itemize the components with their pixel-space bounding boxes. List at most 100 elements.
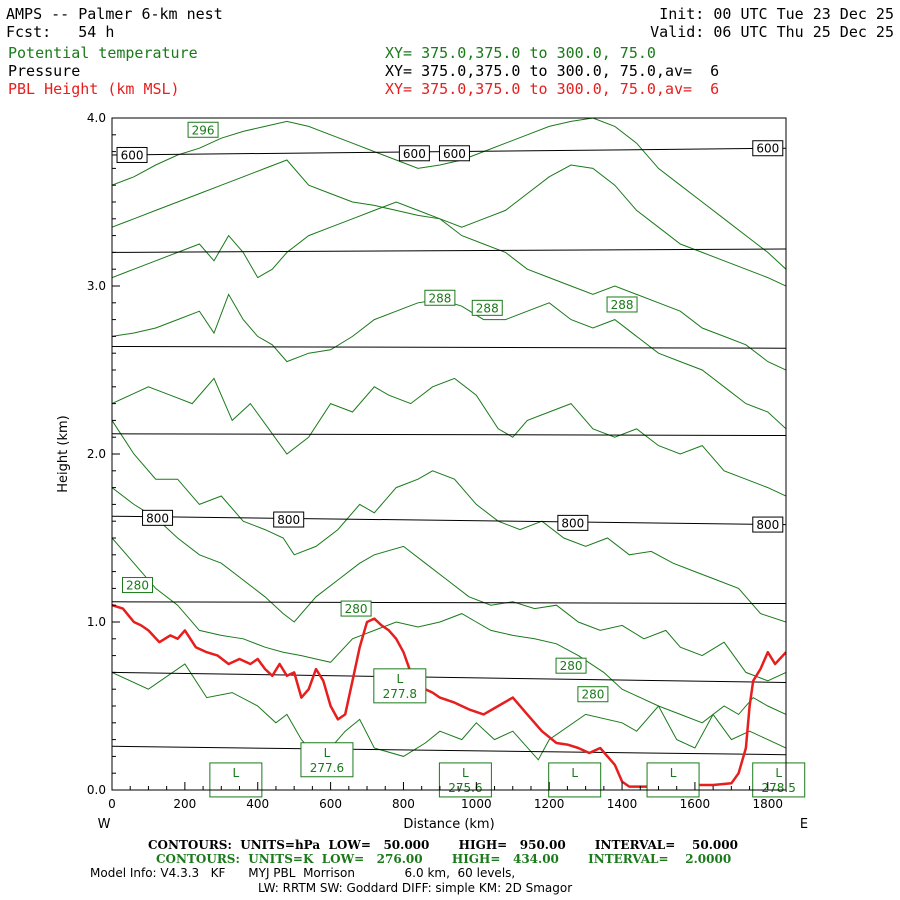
theta-label-4-box — [122, 577, 154, 594]
theta-label-0-box — [187, 121, 219, 138]
pressure-contour-850 — [112, 601, 786, 604]
pressure-label-1: 600 — [403, 147, 426, 161]
theta-label-0: 296 — [192, 123, 215, 137]
legend-pbl-name: PBL Height (km MSL) — [8, 80, 180, 98]
theta-label-3: 288 — [611, 298, 634, 312]
pressure-label-3: 600 — [756, 142, 779, 156]
pressure-label-5: 800 — [277, 513, 300, 527]
pressure-label-7: 800 — [756, 518, 779, 532]
pressure-contour-800 — [112, 515, 786, 526]
theta-label-3-box — [606, 296, 638, 313]
pressure-label-4-box — [142, 509, 174, 526]
y-axis-label: Height (km) — [56, 415, 71, 492]
footer-theta-contours: CONTOURS: UNITS=K LOW= 276.00 HIGH= 434.… — [156, 852, 732, 866]
x-tick-label-1000: 1000 — [461, 797, 492, 811]
theta-label-6: 280 — [560, 659, 583, 673]
pressure-label-0: 600 — [121, 148, 144, 162]
theta-contour-1 — [112, 537, 786, 724]
theta-label-1-box — [424, 289, 456, 306]
x-tick-label-1600: 1600 — [680, 797, 711, 811]
footer-pressure-contours: CONTOURS: UNITS=hPa LOW= 50.000 HIGH= 95… — [148, 838, 738, 852]
legend-theta-name: Potential temperature — [8, 44, 198, 62]
low-marker-value-6: 278.5 — [762, 781, 796, 795]
low-marker-label-0: L — [396, 672, 403, 686]
pressure-contour-650 — [112, 248, 786, 253]
pressure-label-5-box — [273, 511, 305, 528]
pressure-contour-700 — [112, 346, 786, 349]
theta-contour-3 — [112, 420, 786, 623]
low-marker-box-3 — [438, 762, 492, 798]
low-marker-box-4 — [548, 762, 602, 798]
low-marker-label-2: L — [233, 766, 240, 780]
theta-contour-7 — [112, 159, 786, 287]
pressure-label-1-box — [398, 145, 430, 162]
y-tick-label-4.0: 4.0 — [87, 111, 106, 125]
low-marker-label-6: L — [775, 766, 782, 780]
pressure-label-6-box — [557, 514, 589, 531]
model-title: AMPS -- Palmer 6-km nest — [6, 5, 223, 23]
pressure-label-0-box — [116, 146, 148, 163]
theta-label-5: 280 — [345, 602, 368, 616]
theta-label-4: 280 — [126, 579, 149, 593]
y-tick-label-2.0: 2.0 — [87, 447, 106, 461]
low-marker-label-1: L — [324, 746, 331, 760]
y-tick-label-3.0: 3.0 — [87, 279, 106, 293]
theta-contour-2 — [112, 487, 786, 682]
legend-pressure-xy: XY= 375.0,375.0 to 300.0, 75.0,av= 6 — [385, 62, 720, 80]
theta-label-2-box — [471, 299, 503, 316]
low-marker-value-3: 275.6 — [448, 781, 482, 795]
theta-label-1: 288 — [428, 291, 451, 305]
pressure-label-2: 600 — [443, 147, 466, 161]
pressure-label-7-box — [752, 516, 784, 533]
legend-theta-xy: XY= 375.0,375.0 to 300.0, 75.0 — [385, 44, 656, 62]
y-tick-label-0.0: 0.0 — [87, 783, 106, 797]
x-tick-label-1400: 1400 — [607, 797, 638, 811]
y-tick-label-1.0: 1.0 — [87, 615, 106, 629]
pressure-label-6: 800 — [561, 516, 584, 530]
theta-contour-0 — [112, 663, 786, 761]
low-marker-label-5: L — [670, 766, 677, 780]
low-marker-value-0: 277.8 — [383, 687, 417, 701]
west-label: W — [98, 817, 111, 832]
theta-label-7: 280 — [581, 688, 604, 702]
x-tick-label-0: 0 — [108, 797, 116, 811]
low-marker-label-4: L — [571, 766, 578, 780]
x-tick-label-1800: 1800 — [753, 797, 784, 811]
east-label: E — [800, 817, 808, 832]
valid-time: Valid: 06 UTC Thu 25 Dec 25 — [650, 23, 894, 41]
theta-contour-6 — [112, 201, 786, 371]
legend-pbl-xy: XY= 375.0,375.0 to 300.0, 75.0,av= 6 — [385, 80, 720, 98]
theta-label-5-box — [340, 600, 372, 617]
init-time: Init: 00 UTC Tue 23 Dec 25 — [659, 5, 894, 23]
x-tick-label-1200: 1200 — [534, 797, 565, 811]
theta-label-2: 288 — [476, 301, 499, 315]
theta-label-7-box — [577, 686, 609, 703]
theta-label-6-box — [555, 657, 587, 674]
low-marker-box-2 — [209, 762, 263, 798]
low-marker-box-1 — [300, 742, 354, 778]
low-marker-box-6 — [752, 762, 806, 798]
theta-contour-4 — [112, 377, 786, 497]
footer-physics-info: LW: RRTM SW: Goddard DIFF: simple KM: 2D… — [258, 881, 573, 895]
forecast-hour: Fcst: 54 h — [6, 23, 115, 41]
pressure-contour-950 — [112, 745, 786, 756]
x-axis-label: Distance (km) — [403, 817, 494, 832]
legend-pressure-name: Pressure — [8, 62, 81, 80]
pressure-contour-750 — [112, 433, 786, 436]
x-tick-label-600: 600 — [319, 797, 342, 811]
footer-model-info: Model Info: V4.3.3 KF MYJ PBL Morrison 6… — [90, 866, 516, 880]
low-marker-box-5 — [646, 762, 700, 798]
low-marker-value-1: 277.6 — [310, 761, 344, 775]
low-marker-label-3: L — [462, 766, 469, 780]
pressure-label-4: 800 — [146, 511, 169, 525]
low-marker-box-0 — [373, 668, 427, 704]
pressure-contour-900 — [112, 671, 786, 683]
pressure-label-3-box — [752, 140, 784, 157]
x-tick-label-400: 400 — [246, 797, 269, 811]
x-tick-label-800: 800 — [392, 797, 415, 811]
theta-contour-8 — [112, 118, 786, 270]
pressure-label-2-box — [438, 145, 470, 162]
x-tick-label-200: 200 — [173, 797, 196, 811]
